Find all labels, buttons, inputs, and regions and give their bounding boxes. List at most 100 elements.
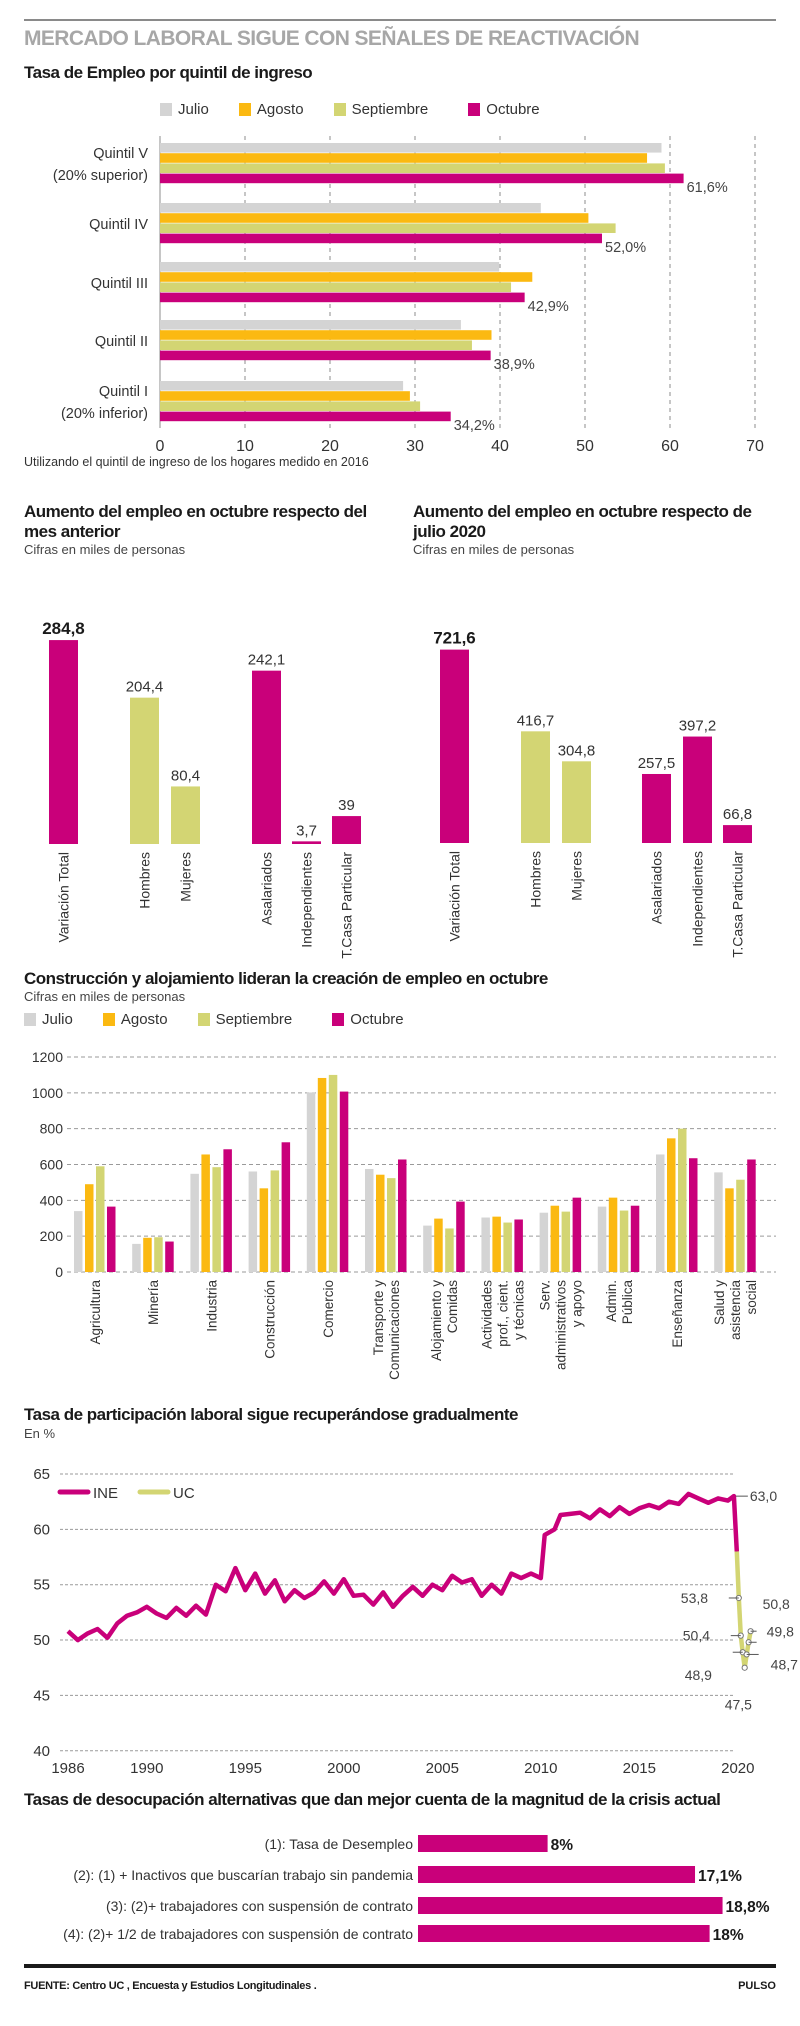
category-label: (4): (2)+ 1/2 de trabajadores con suspen…	[63, 1926, 413, 1942]
bar-asalariados	[252, 670, 281, 844]
bar-agosto	[160, 391, 410, 401]
category-label: Industria	[204, 1280, 219, 1332]
legend-item-agosto: Agosto	[238, 101, 304, 118]
data-label: 42,9%	[528, 299, 569, 315]
legend-label-uc: UC	[173, 1485, 195, 1502]
page-title: MERCADO LABORAL SIGUE CON SEÑALES DE REA…	[24, 27, 640, 50]
legend-label-octubre: Octubre	[350, 1011, 404, 1028]
data-label: 52,0%	[605, 240, 646, 256]
category-label: Comidas	[445, 1280, 460, 1334]
y-tick-label: 200	[40, 1228, 64, 1244]
y-tick-label: 65	[33, 1466, 50, 1483]
category-label: Quintil IV	[89, 217, 148, 233]
x-tick-label: 70	[746, 438, 764, 455]
y-tick-label: 1000	[32, 1085, 63, 1101]
bar-octubre	[339, 1091, 349, 1272]
bar-t-casa-particular	[332, 816, 361, 844]
bar-septiembre	[212, 1167, 221, 1272]
swatch-septiembre	[197, 1013, 210, 1026]
bar-mujeres	[171, 786, 200, 844]
data-label: 304,8	[558, 742, 596, 759]
legend-item-septiembre: Septiembre	[197, 1011, 292, 1028]
category-label: Alojamiento y	[429, 1280, 444, 1361]
legend-item-agosto: Agosto	[102, 1011, 168, 1028]
bar-agosto	[725, 1188, 734, 1272]
bar-independientes	[292, 841, 321, 844]
data-label: 18,8%	[726, 1899, 770, 1916]
bar-variaci-n-total	[440, 649, 469, 843]
brand-logo: PULSO	[738, 1980, 776, 1992]
bar-septiembre	[96, 1166, 105, 1272]
swatch-julio	[24, 1013, 36, 1026]
bar-julio	[160, 203, 541, 213]
bar-agosto	[160, 330, 492, 340]
category-label: Asalariados	[649, 851, 665, 924]
category-label: Serv.	[538, 1280, 553, 1311]
y-tick-label: 40	[33, 1743, 50, 1760]
x-tick-label: 60	[661, 438, 679, 455]
category-label: T.Casa Particular	[339, 852, 355, 959]
sectores-chart: 0 200 400 600 800 1000 1200 Agricultura Minería I…	[32, 1049, 776, 1380]
desocupacion-chart: (1): Tasa de Desempleo 8% (2): (1) + Inact…	[63, 1835, 770, 1944]
source-note: FUENTE: Centro UC , Encuesta y Estudios …	[24, 1980, 317, 1992]
category-label: administrativos	[554, 1280, 569, 1370]
bar-julio	[365, 1168, 374, 1272]
category-label: Comercio	[321, 1280, 336, 1338]
sectores-subtitle: Cifras en miles de personas	[24, 989, 186, 1004]
x-tick-label: 2020	[721, 1760, 754, 1777]
legend-label-septiembre: Septiembre	[351, 101, 429, 118]
data-label: 204,4	[126, 679, 164, 696]
bar-septiembre	[678, 1128, 687, 1272]
x-tick-label: 2010	[524, 1760, 557, 1777]
bar-octubre	[160, 292, 525, 303]
sectores-legend: Julio Agosto Septiembre Octubre	[24, 1011, 434, 1028]
category-label: Hombres	[528, 851, 544, 908]
x-tick-label: 1986	[51, 1760, 84, 1777]
bar-octubre	[165, 1241, 174, 1272]
data-label: 416,7	[517, 712, 555, 729]
legend-label-julio: Julio	[178, 101, 209, 118]
bar-agosto	[317, 1077, 327, 1272]
bar-septiembre	[503, 1222, 512, 1272]
y-tick-label: 50	[33, 1632, 50, 1649]
footer-rule	[24, 1964, 776, 1968]
bar-agosto	[160, 272, 533, 282]
bar-julio	[160, 143, 662, 153]
legend-item-octubre: Octubre	[332, 1011, 404, 1028]
category-label: Variación Total	[56, 852, 72, 943]
data-label: 397,2	[679, 718, 717, 735]
category-label: Salud y	[712, 1280, 727, 1325]
annotation-label: 48,9	[685, 1667, 712, 1683]
participacion-ylabel: En %	[24, 1426, 56, 1441]
category-label: Pública	[620, 1280, 635, 1325]
data-label: 80,4	[171, 767, 200, 784]
x-tick-label: 1990	[130, 1760, 163, 1777]
legend-label-julio: Julio	[42, 1011, 73, 1028]
data-label: 242,1	[248, 652, 286, 669]
bar-julio	[160, 320, 461, 330]
data-label: 66,8	[723, 806, 752, 823]
category-label: Mujeres	[569, 851, 585, 901]
bar-t-casa-particular	[723, 825, 752, 843]
aumento-julio-chart: 721,6 Variación Total 416,7 Hombres 304,8 Muj…	[433, 629, 752, 958]
bar-octubre	[160, 173, 684, 184]
data-label: 38,9%	[494, 357, 535, 373]
swatch-agosto	[238, 103, 251, 116]
swatch-agosto	[102, 1013, 115, 1026]
bar-agosto	[550, 1205, 560, 1272]
bar-hombres	[130, 697, 159, 844]
bar-julio	[160, 262, 500, 272]
bar-julio	[656, 1154, 665, 1272]
annotation-label: 53,8	[681, 1590, 708, 1606]
bar-septiembre	[736, 1179, 745, 1272]
bar-octubre	[747, 1159, 756, 1272]
legend-label-agosto: Agosto	[120, 1011, 168, 1028]
bar-independientes	[683, 736, 712, 843]
swatch-julio	[160, 103, 172, 116]
bar-agosto	[201, 1154, 210, 1272]
category-label: (1): Tasa de Desempleo	[265, 1836, 414, 1852]
data-label: 3,7	[296, 822, 317, 839]
category-label: Hombres	[137, 852, 153, 909]
bar-octubre	[630, 1205, 640, 1272]
category-label: Transporte y	[371, 1280, 386, 1356]
